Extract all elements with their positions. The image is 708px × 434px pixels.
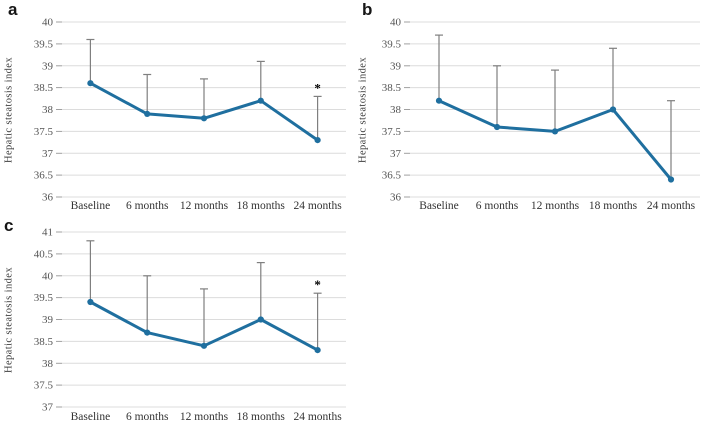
significance-asterisk: *: [314, 277, 321, 292]
y-tick-label: 36.5: [34, 170, 54, 182]
y-tick-label: 39.5: [34, 38, 54, 50]
chart-panel-b: b Hepatic steatosis index 36 36.5 37 37.5 38…: [354, 0, 708, 217]
y-tick-label: 40.5: [34, 248, 54, 260]
x-tick-label: Baseline: [419, 200, 459, 212]
y-tick-label: 38: [42, 358, 54, 370]
y-tick-label: 37.5: [34, 126, 54, 138]
y-tick-label: 37: [42, 402, 54, 414]
y-tick-label: 38: [390, 104, 402, 116]
panel-letter-c: c: [4, 216, 14, 235]
significance-asterisk: *: [314, 80, 321, 95]
chart-panel-a: a Hepatic steatosis index 36 36.5 37 37.5 38…: [0, 0, 354, 217]
y-tick-label: 37.5: [382, 126, 402, 138]
data-point-marker: [200, 342, 208, 349]
y-tick-label: 36: [42, 192, 54, 204]
data-point-marker: [493, 123, 501, 131]
line-chart-a: 36 36.5 37 37.5 38 38.5 39 39.5 40 * Baseline 6 mon…: [34, 17, 346, 212]
data-point-marker: [435, 97, 443, 104]
x-tick-label: 12 months: [531, 200, 580, 212]
y-tick-label: 39.5: [34, 292, 54, 304]
y-tick-label: 39.5: [382, 38, 402, 50]
y-tick-label: 37.5: [34, 380, 54, 392]
y-tick-label: 36: [390, 192, 402, 204]
data-point-marker: [314, 137, 321, 144]
data-point-marker: [144, 329, 151, 336]
y-tick-label: 40: [390, 17, 402, 29]
data-point-marker: [87, 80, 94, 87]
data-point-marker: [314, 347, 321, 354]
y-tick-label: 39: [42, 314, 54, 326]
x-tick-label: 24 months: [293, 200, 342, 212]
x-tick-label: 18 months: [237, 200, 286, 212]
data-point-marker: [257, 97, 264, 104]
x-tick-label: 12 months: [180, 411, 229, 423]
y-tick-label: 38: [42, 104, 54, 116]
x-tick-label: 18 months: [589, 200, 638, 212]
line-chart-b: 36 36.5 37 37.5 38 38.5 39 39.5 40 Baseline 6 mont…: [382, 17, 700, 212]
x-tick-label: Baseline: [71, 200, 111, 212]
y-tick-label: 37: [42, 148, 54, 160]
data-point-marker: [609, 106, 617, 113]
y-tick-label: 41: [42, 227, 53, 239]
y-tick-label: 40: [42, 270, 54, 282]
data-point-marker: [144, 110, 151, 117]
y-tick-label: 39: [390, 60, 402, 72]
y-tick-label: 38.5: [34, 336, 54, 348]
x-tick-label: 24 months: [293, 411, 342, 423]
line-chart-c: 37 37.5 38 38.5 39 39.5 40 40.5 41 * Baseline 6 mon…: [34, 227, 346, 423]
x-tick-label: 24 months: [647, 200, 696, 212]
panel-letter-a: a: [8, 0, 18, 19]
x-tick-label: 12 months: [180, 200, 229, 212]
y-tick-label: 37: [390, 148, 402, 160]
y-tick-label: 40: [42, 17, 54, 29]
data-point-marker: [551, 128, 559, 135]
data-point-marker: [257, 316, 264, 323]
x-tick-label: 18 months: [237, 411, 286, 423]
x-tick-label: 6 months: [126, 200, 169, 212]
y-tick-label: 36.5: [382, 170, 402, 182]
x-tick-label: 6 months: [476, 200, 519, 212]
chart-panel-c: c Hepatic steatosis index 37 37.5 38 38.5 39…: [0, 217, 354, 434]
panel-letter-b: b: [362, 0, 373, 19]
x-tick-label: 6 months: [126, 411, 169, 423]
empty-cell: [354, 217, 708, 434]
data-point-marker: [200, 115, 208, 122]
x-tick-label: Baseline: [71, 411, 111, 423]
data-point-marker: [667, 176, 675, 183]
y-tick-label: 39: [42, 60, 54, 72]
y-tick-label: 38.5: [34, 82, 54, 94]
y-tick-label: 38.5: [382, 82, 402, 94]
data-point-marker: [87, 298, 94, 306]
